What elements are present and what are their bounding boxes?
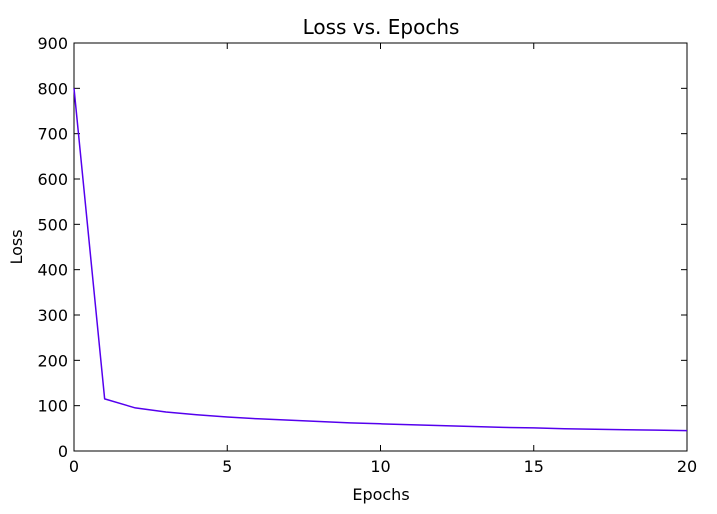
y-tick-label: 600 bbox=[37, 170, 68, 189]
y-tick-label: 500 bbox=[37, 215, 68, 234]
x-tick-label: 0 bbox=[69, 457, 79, 476]
x-tick-label: 20 bbox=[677, 457, 697, 476]
y-axis-label: Loss bbox=[7, 229, 26, 264]
axis-ticks bbox=[73, 42, 688, 452]
y-tick-label: 900 bbox=[37, 34, 68, 53]
y-tick-label: 700 bbox=[37, 125, 68, 144]
y-tick-label: 200 bbox=[37, 351, 68, 370]
y-tick-label: 800 bbox=[37, 79, 68, 98]
x-tick-label: 10 bbox=[370, 457, 390, 476]
x-axis-label: Epochs bbox=[352, 485, 409, 504]
y-tick-label: 100 bbox=[37, 397, 68, 416]
series-group bbox=[73, 88, 688, 432]
y-tick-label: 300 bbox=[37, 306, 68, 325]
x-tick-label: 15 bbox=[524, 457, 544, 476]
y-tick-label: 400 bbox=[37, 261, 68, 280]
x-tick-label: 5 bbox=[222, 457, 232, 476]
chart-title: Loss vs. Epochs bbox=[303, 15, 460, 39]
y-tick-label: 0 bbox=[58, 442, 68, 461]
loss-series-line bbox=[73, 88, 688, 432]
